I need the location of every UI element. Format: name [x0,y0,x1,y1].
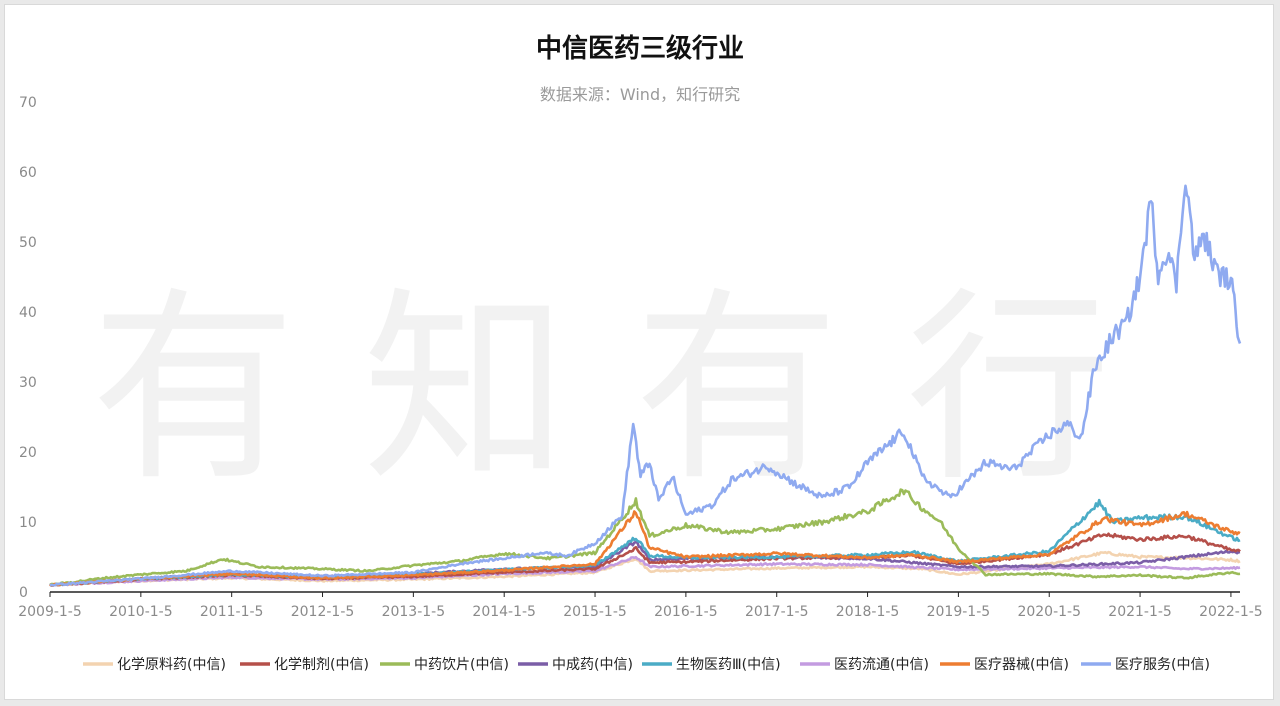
x-tick-label: 2009-1-5 [18,604,82,620]
x-tick-label: 2018-1-5 [836,604,900,620]
series-line [49,555,1241,587]
x-tick-label: 2012-1-5 [291,604,355,620]
legend-label: 中成药(中信) [552,657,633,673]
series-line [49,488,1241,587]
legend-item: 医疗服务(中信) [1081,657,1210,673]
x-tick-label: 2020-1-5 [1017,604,1081,620]
x-axis: 2009-1-5 2010-1-5 2011-1-5 2012-1-5 2013-1-5… [18,591,1263,620]
legend-label: 医疗器械(中信) [974,657,1069,673]
watermark-text: 有知有行 [91,271,1111,509]
x-tick-label: 2019-1-5 [927,604,991,620]
legend-item: 化学制剂(中信) [240,657,369,673]
y-axis: 0 10 20 30 40 50 60 70 [19,95,37,601]
y-tick-label: 10 [19,515,37,531]
chart-title: 中信医药三级行业 [536,33,744,64]
x-tick-label: 2014-1-5 [472,604,536,620]
x-tick-label: 2013-1-5 [382,604,446,620]
x-tick-label: 2015-1-5 [563,604,627,620]
legend-item: 化学原料药(中信) [83,657,226,673]
chart-frame: 有知有行 中信医药三级行业 数据来源：Wind，知行研究 0 10 20 30 40 50… [4,4,1274,700]
y-tick-label: 0 [19,585,28,601]
legend-label: 中药饮片(中信) [414,657,509,673]
legend-item: 中药饮片(中信) [380,657,509,673]
y-tick-label: 70 [19,95,37,111]
y-tick-label: 60 [19,165,37,181]
x-tick-label: 2022-1-5 [1199,604,1263,620]
series-line [49,184,1242,587]
y-tick-label: 30 [19,375,37,391]
legend: 化学原料药(中信) 化学制剂(中信) 中药饮片(中信) 中成药(中信) 生物医药Ⅲ(中信… [83,657,1210,673]
legend-label: 化学制剂(中信) [274,657,369,673]
y-tick-label: 50 [19,235,37,251]
legend-label: 医药流通(中信) [834,657,929,673]
legend-item: 中成药(中信) [518,657,633,673]
series-line [49,510,1241,587]
x-tick-label: 2010-1-5 [109,604,173,620]
x-tick-label: 2021-1-5 [1108,604,1172,620]
x-tick-label: 2017-1-5 [745,604,809,620]
legend-label: 化学原料药(中信) [117,657,226,673]
legend-item: 医药流通(中信) [800,657,929,673]
chart-subtitle: 数据来源：Wind，知行研究 [540,85,740,104]
x-tick-label: 2011-1-5 [200,604,264,620]
x-tick-label: 2016-1-5 [654,604,718,620]
legend-item: 医疗器械(中信) [940,657,1069,673]
line-chart: 有知有行 中信医药三级行业 数据来源：Wind，知行研究 0 10 20 30 40 50… [18,33,1263,673]
y-tick-label: 20 [19,445,37,461]
legend-item: 生物医药Ⅲ(中信) [642,657,781,673]
legend-label: 生物医药Ⅲ(中信) [676,657,781,673]
plot-area [49,184,1242,587]
y-tick-label: 40 [19,305,37,321]
legend-label: 医疗服务(中信) [1115,657,1210,673]
